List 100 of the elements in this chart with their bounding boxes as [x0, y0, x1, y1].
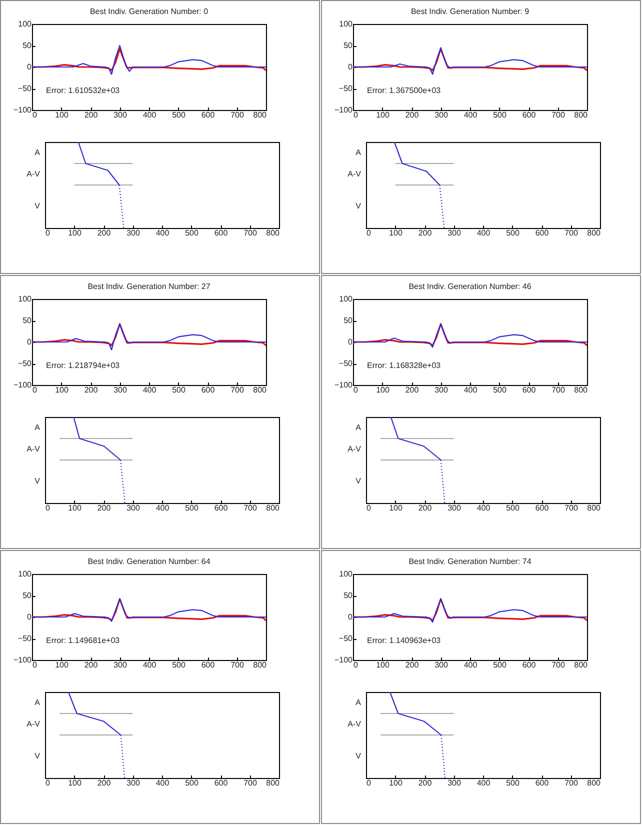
x-tick-label: 200: [405, 660, 420, 670]
annotation: Error: 1.140963e+03: [367, 636, 442, 646]
x-tick-label: 300: [434, 660, 448, 670]
y-tick-label: 50: [344, 316, 354, 325]
x-tick-label: 700: [230, 386, 244, 394]
text: A-V: [348, 169, 362, 178]
x-tick-label: 300: [434, 110, 448, 120]
x-tick-label: 400: [464, 386, 478, 394]
x-tick-label: 300: [448, 228, 462, 238]
y-tick-label: −50: [338, 359, 354, 368]
x-tick-label: 500: [185, 228, 199, 238]
chart-title: Best Indiv. Generation Number: 9: [410, 7, 530, 16]
x-tick-label: 600: [535, 228, 550, 238]
x-tick-label: 600: [214, 504, 228, 512]
x-tick-label: 100: [376, 386, 390, 394]
y-tick-label: 50: [22, 316, 32, 325]
y-tick-label: 0: [27, 338, 32, 346]
text: A-V: [26, 444, 41, 454]
x-tick-label: 200: [84, 660, 98, 670]
x-tick-label: 200: [418, 228, 432, 238]
text: A: [356, 698, 362, 707]
x-tick-label: 800: [574, 110, 588, 120]
x-tick-label: 400: [142, 110, 157, 120]
x-tick-label: 700: [552, 386, 566, 394]
x-tick-label: 300: [114, 110, 128, 120]
x-tick-label: 400: [156, 504, 170, 512]
x-tick-label: 0: [46, 778, 50, 788]
x-tick-label: 800: [266, 228, 280, 238]
y-tick-label: 50: [22, 591, 32, 600]
y-tick-label: −100: [334, 656, 354, 664]
x-tick-label: 400: [476, 778, 491, 788]
y-tick-label: 0: [348, 338, 354, 346]
x-tick-label: 400: [464, 110, 478, 120]
x-tick-label: 100: [389, 778, 403, 788]
text: V: [34, 476, 41, 486]
y-tick-label: −100: [13, 106, 32, 114]
x-tick-label: 400: [142, 660, 157, 670]
x-tick-label: 500: [185, 504, 199, 512]
y-tick-label: −50: [18, 634, 32, 643]
chart-title: Best Indiv. Generation Number: 74: [408, 557, 532, 566]
x-tick-label: 300: [448, 504, 462, 512]
x-tick-label: 400: [476, 228, 491, 238]
x-tick-label: 200: [97, 778, 112, 788]
x-tick-label: 300: [126, 504, 140, 512]
text: V: [34, 202, 41, 210]
x-tick-label: 300: [448, 778, 462, 788]
x-tick-label: 800: [253, 660, 268, 670]
y-tick-label: −100: [13, 656, 32, 664]
x-tick-label: 400: [476, 504, 491, 512]
text: V: [356, 752, 362, 760]
x-tick-label: 600: [535, 504, 550, 512]
x-tick-label: 100: [68, 228, 82, 238]
x-tick-label: 100: [376, 660, 390, 670]
x-tick-label: 500: [493, 660, 507, 670]
x-tick-label: 700: [564, 504, 578, 512]
y-tick-label: −50: [18, 359, 32, 368]
x-tick-label: 100: [55, 110, 69, 120]
x-tick-label: 500: [172, 386, 186, 394]
x-tick-label: 400: [156, 778, 170, 788]
x-tick-label: 200: [97, 504, 112, 512]
x-tick-label: 500: [493, 386, 507, 394]
x-tick-label: 300: [114, 660, 128, 670]
x-tick-label: 700: [552, 660, 566, 670]
annotation: Error: 1.149681e+03: [46, 636, 120, 646]
text: A: [34, 148, 41, 157]
x-tick-label: 300: [434, 386, 448, 394]
x-tick-label: 600: [522, 660, 536, 670]
x-tick-label: 0: [366, 778, 372, 788]
x-tick-label: 300: [126, 228, 140, 238]
y-tick-label: 50: [22, 41, 32, 50]
y-tick-label: 50: [344, 41, 354, 50]
annotation: Error: 1.218794e+03: [46, 361, 120, 370]
x-tick-label: 200: [84, 386, 98, 394]
x-tick-label: 100: [389, 228, 403, 238]
y-tick-label: −50: [338, 634, 354, 643]
text: A-V: [348, 444, 362, 454]
x-tick-label: 400: [464, 660, 478, 670]
y-tick-label: −100: [13, 380, 32, 390]
y-tick-label: −50: [18, 84, 32, 93]
x-tick-label: 700: [244, 778, 258, 788]
text: V: [356, 476, 362, 486]
x-tick-label: 800: [266, 504, 280, 512]
x-tick-label: 200: [405, 386, 420, 394]
text: A-V: [348, 719, 362, 728]
x-tick-label: 700: [552, 110, 566, 120]
y-tick-label: −100: [334, 106, 354, 114]
x-tick-label: 400: [142, 386, 157, 394]
x-tick-label: 600: [214, 228, 228, 238]
text: V: [34, 752, 41, 760]
text: A: [356, 148, 362, 157]
y-tick-label: 100: [18, 20, 32, 28]
x-tick-label: 700: [564, 228, 578, 238]
y-tick-label: 100: [339, 294, 354, 304]
text: A-V: [26, 169, 41, 178]
x-tick-label: 300: [126, 778, 140, 788]
x-tick-label: 100: [376, 110, 390, 120]
annotation: Error: 1.367500e+03: [367, 86, 442, 96]
y-tick-label: 100: [339, 570, 354, 578]
y-tick-label: 50: [344, 591, 354, 600]
x-tick-label: 700: [230, 110, 244, 120]
